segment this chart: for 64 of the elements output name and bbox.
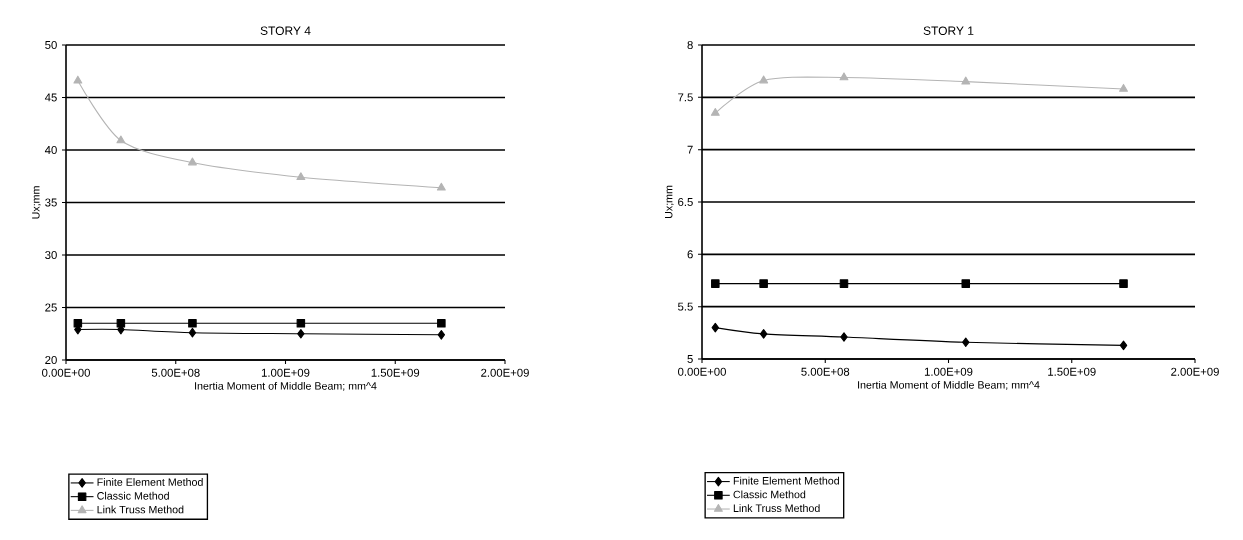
y-tick-label: 5.5 — [678, 302, 693, 311]
legend-label: Finite Element Method — [733, 476, 839, 485]
point — [188, 318, 197, 328]
point — [961, 279, 971, 288]
x-tick-label: 0.00E+00 — [42, 368, 90, 377]
y-tick-label: 5 — [687, 355, 693, 363]
point — [437, 329, 446, 340]
x-tick-label: 1.00E+09 — [261, 368, 310, 377]
legend-label: Finite Element Method — [97, 478, 203, 486]
point — [1119, 83, 1128, 92]
point — [759, 279, 768, 288]
x-tick-label: 2.00E+09 — [1171, 367, 1219, 376]
point — [840, 332, 848, 342]
y-tick-label: 7.5 — [678, 93, 693, 102]
point — [116, 318, 126, 328]
point — [711, 322, 720, 333]
x-tick-label: 2.00E+09 — [481, 368, 529, 377]
point — [839, 72, 849, 81]
y-tick-label: 25 — [45, 303, 57, 312]
point — [73, 75, 83, 84]
chart-title: STORY 1 — [923, 26, 974, 35]
point — [962, 337, 970, 348]
point — [759, 75, 769, 84]
y-tick-label: 40 — [44, 146, 57, 155]
x-tick-label: 1.50E+09 — [371, 368, 420, 377]
point — [436, 182, 446, 191]
y-tick-label: 20 — [45, 356, 57, 365]
y-tick-label: 30 — [45, 251, 57, 260]
x-tick-label: 1.50E+09 — [1048, 367, 1096, 376]
legend-label: Classic Method — [733, 490, 806, 499]
point — [711, 279, 720, 288]
point — [1119, 340, 1128, 351]
y-tick-label: 45 — [44, 93, 57, 102]
point — [1119, 279, 1128, 288]
point — [296, 172, 306, 181]
x-tick-label: 5.00E+08 — [151, 368, 200, 377]
point — [839, 279, 849, 288]
y-axis-title: Ux;mm — [32, 186, 41, 219]
x-axis-title: Inertia Moment of Middle Beam; mm^4 — [195, 381, 377, 391]
point — [297, 328, 305, 339]
y-tick-label: 50 — [45, 41, 57, 50]
chart-title: STORY 4 — [260, 26, 311, 35]
x-tick-label: 1.00E+09 — [924, 367, 973, 376]
point — [296, 318, 306, 328]
y-tick-label: 6 — [687, 250, 693, 259]
y-tick-label: 7 — [687, 145, 693, 154]
x-axis-title: Inertia Moment of Middle Beam; mm^4 — [858, 380, 1040, 390]
legend-label: Link Truss Method — [97, 505, 184, 514]
y-tick-label: 35 — [45, 198, 57, 207]
y-axis-title: Ux;mm — [665, 185, 674, 219]
y-tick-label: 6.5 — [678, 198, 693, 207]
point — [188, 327, 197, 338]
point — [759, 329, 768, 339]
x-tick-label: 0.00E+00 — [678, 367, 726, 376]
legend-label: Link Truss Method — [733, 504, 820, 512]
point — [187, 157, 197, 166]
point — [437, 318, 446, 328]
x-tick-label: 5.00E+08 — [801, 367, 850, 376]
legend-label: Classic Method — [97, 491, 169, 500]
point — [116, 135, 126, 144]
point — [73, 318, 83, 328]
point — [710, 107, 720, 116]
y-tick-label: 8 — [687, 41, 693, 50]
point — [961, 76, 971, 85]
